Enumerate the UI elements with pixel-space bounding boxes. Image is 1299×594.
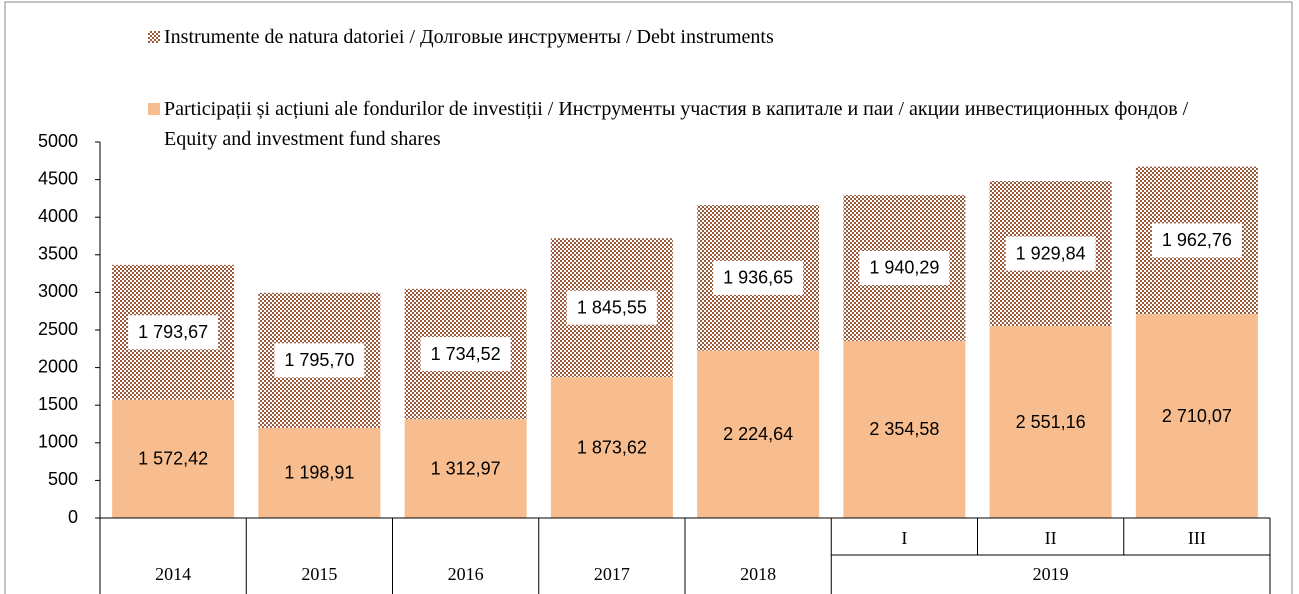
data-label: 1 793,67 xyxy=(138,322,208,342)
x-group-label: 2016 xyxy=(448,564,484,584)
legend-label: Instrumente de natura datoriei / Долговы… xyxy=(164,26,774,48)
frame xyxy=(4,1,1293,594)
data-label: 1 312,97 xyxy=(431,458,501,478)
y-tick-label: 1500 xyxy=(38,394,78,414)
y-tick-label: 1000 xyxy=(38,432,78,452)
bar-segment xyxy=(112,399,235,518)
y-tick-label: 5000 xyxy=(38,131,78,151)
x-group-label: 2017 xyxy=(594,564,630,584)
data-label: 1 795,70 xyxy=(284,350,354,370)
data-label: 1 929,84 xyxy=(1016,243,1086,263)
data-label: 2 224,64 xyxy=(723,424,793,444)
x-tick-label: II xyxy=(1045,528,1057,548)
data-label-box xyxy=(1151,223,1242,258)
legend-item: Instrumente de natura datoriei / Долговы… xyxy=(148,22,1208,52)
y-tick-label: 4000 xyxy=(38,206,78,226)
x-group-label: 2014 xyxy=(155,564,191,584)
y-tick-label: 0 xyxy=(68,507,78,527)
data-label: 1 572,42 xyxy=(138,449,208,469)
bar-segment xyxy=(404,419,527,518)
bar-segment xyxy=(550,377,673,518)
legend-item: Participații și acțiuni ale fondurilor d… xyxy=(148,94,1208,154)
data-label-box xyxy=(274,343,365,378)
data-label: 2 354,58 xyxy=(869,419,939,439)
legend-swatch xyxy=(148,103,160,115)
data-label: 1 936,65 xyxy=(723,268,793,288)
y-tick-label: 500 xyxy=(48,469,78,489)
y-tick-label: 2000 xyxy=(38,356,78,376)
x-tick-label: III xyxy=(1188,528,1206,548)
y-tick-label: 3000 xyxy=(38,281,78,301)
data-label: 1 845,55 xyxy=(577,297,647,317)
bar-segment xyxy=(843,340,966,518)
bar-segment xyxy=(1135,314,1258,518)
legend-label: Participații și acțiuni ale fondurilor d… xyxy=(164,98,1189,150)
data-label-box xyxy=(420,337,511,372)
data-label-box xyxy=(1005,236,1096,271)
x-group-label: 2018 xyxy=(740,564,776,584)
data-label: 2 710,07 xyxy=(1162,406,1232,426)
y-tick-label: 2500 xyxy=(38,319,78,339)
x-group-label: 2015 xyxy=(301,564,337,584)
bar-segment xyxy=(989,326,1112,518)
data-label-box xyxy=(566,290,657,325)
data-label-box xyxy=(859,250,950,285)
data-label-box xyxy=(128,315,219,350)
data-label-box xyxy=(713,260,804,295)
data-label: 1 873,62 xyxy=(577,437,647,457)
data-label: 1 734,52 xyxy=(431,344,501,364)
bar-segment xyxy=(258,427,381,518)
x-group-label: 2019 xyxy=(1033,564,1069,584)
y-tick-label: 3500 xyxy=(38,244,78,264)
legend-swatch xyxy=(148,31,160,43)
bar-segment xyxy=(697,350,820,518)
data-label: 1 940,29 xyxy=(869,258,939,278)
y-tick-label: 4500 xyxy=(38,168,78,188)
legend: Instrumente de natura datoriei / Долговы… xyxy=(148,22,1208,196)
x-tick-label: I xyxy=(901,528,907,548)
data-label: 2 551,16 xyxy=(1016,412,1086,432)
data-label: 1 962,76 xyxy=(1162,230,1232,250)
data-label: 1 198,91 xyxy=(284,463,354,483)
